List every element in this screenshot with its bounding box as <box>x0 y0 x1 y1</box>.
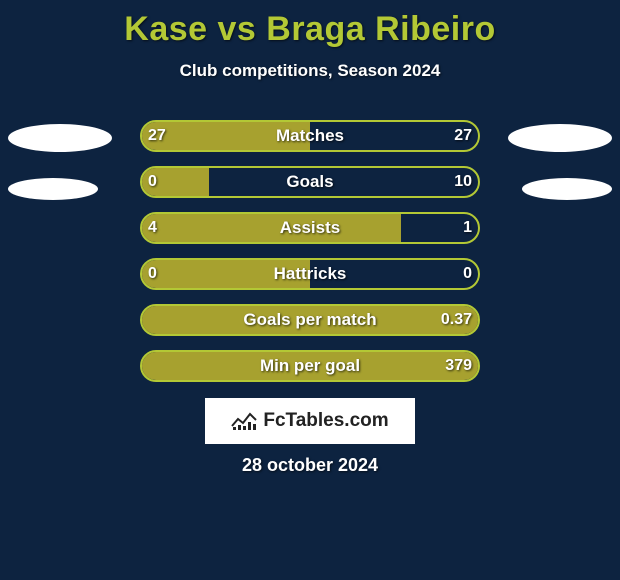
avatar-ellipse <box>8 178 98 200</box>
logo-text: FcTables.com <box>263 410 388 432</box>
avatar-ellipse <box>522 178 612 200</box>
stat-bar-fill <box>142 352 478 380</box>
avatar-ellipse <box>508 124 612 152</box>
stat-bar-fill <box>142 214 401 242</box>
stat-bar-track <box>140 304 480 336</box>
page-title: Kase vs Braga Ribeiro <box>0 0 620 49</box>
stat-bar-track <box>140 258 480 290</box>
stat-bar-track <box>140 120 480 152</box>
avatar-ellipse <box>8 124 112 152</box>
stat-row: Min per goal379 <box>0 350 620 382</box>
fctables-logo: FcTables.com <box>205 398 415 444</box>
stat-bar-fill <box>142 260 310 288</box>
stat-bar-fill <box>142 168 209 196</box>
comparison-chart: Matches2727Goals010Assists41Hattricks00G… <box>0 120 620 396</box>
chart-icon <box>231 411 257 431</box>
stat-row: Hattricks00 <box>0 258 620 290</box>
stat-bar-fill <box>142 306 478 334</box>
stat-row: Goals per match0.37 <box>0 304 620 336</box>
stat-bar-fill <box>142 122 310 150</box>
stat-bar-track <box>140 350 480 382</box>
stat-row: Assists41 <box>0 212 620 244</box>
stat-bar-track <box>140 166 480 198</box>
date-label: 28 october 2024 <box>0 455 620 476</box>
page-subtitle: Club competitions, Season 2024 <box>0 61 620 81</box>
stat-bar-track <box>140 212 480 244</box>
